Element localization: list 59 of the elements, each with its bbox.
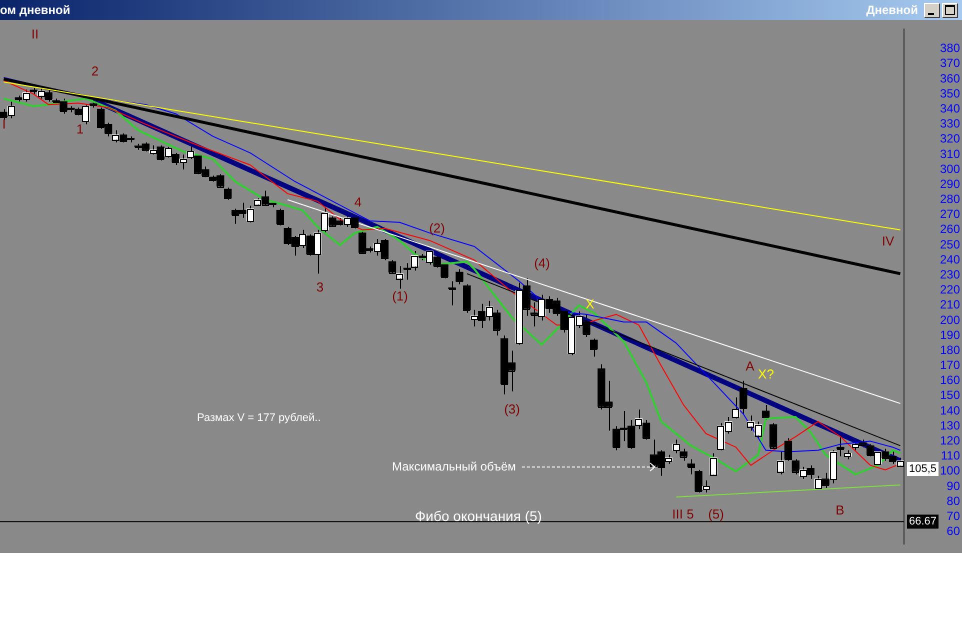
annotation: Фибо окончания (5) [415, 508, 542, 524]
y-tick-label: 290 [940, 176, 960, 191]
y-tick-label: 210 [940, 298, 960, 312]
ref-line-label: 66.67 [909, 516, 937, 528]
annotation: III 5 [672, 506, 694, 522]
y-tick-label: 310 [940, 146, 960, 161]
annotation: 2 [91, 64, 99, 79]
annotation: B [836, 502, 844, 518]
annotation: 1 [76, 122, 84, 137]
y-tick-label: 170 [940, 358, 960, 372]
annotation: (4) [534, 256, 550, 271]
y-tick-label: 240 [940, 252, 960, 266]
y-tick-label: 250 [940, 237, 960, 252]
y-tick-label: 280 [940, 192, 960, 206]
y-tick-label: 270 [940, 207, 960, 222]
chart-title: ом дневной [0, 3, 70, 17]
y-tick-label: 180 [940, 342, 960, 357]
y-tick-label: 60 [946, 524, 960, 538]
y-tick-label: 260 [940, 222, 960, 236]
y-tick-label: 110 [940, 448, 960, 463]
y-tick-label: 90 [946, 478, 960, 493]
y-tick-label: 360 [940, 71, 960, 86]
annotation: IV [882, 234, 894, 249]
annotation: 3 [316, 280, 324, 295]
candlestick [672, 439, 680, 454]
y-tick-label: 150 [940, 388, 960, 402]
y-tick-label: 160 [940, 373, 960, 388]
y-tick-label: 220 [940, 282, 960, 297]
y-tick-label: 350 [940, 86, 960, 100]
y-tick-label: 340 [940, 101, 960, 116]
y-tick-label: 330 [940, 116, 960, 131]
y-tick-label: 140 [940, 403, 960, 418]
annotation: A [746, 358, 755, 374]
y-tick-label: 80 [946, 494, 960, 508]
annotation: X [586, 296, 595, 312]
y-tick-label: 130 [940, 418, 960, 432]
y-tick-label: 320 [940, 132, 960, 146]
chart-subtitle: Дневной [866, 3, 918, 17]
annotation: X? [758, 366, 774, 382]
y-tick-label: 230 [940, 267, 960, 282]
text: 105,5 [909, 463, 937, 476]
y-tick-label: 380 [940, 41, 960, 56]
annotation: (2) [429, 220, 445, 236]
y-tick-label: 190 [940, 328, 960, 342]
y-tick-label: 70 [946, 508, 960, 523]
annotation: (1) [392, 288, 408, 304]
y-tick-label: 370 [940, 56, 960, 70]
annotation: Размах V = 177 рублей.. [197, 412, 321, 424]
candlestick [844, 450, 852, 460]
y-tick-label: 120 [940, 433, 960, 448]
y-tick-label: 300 [940, 162, 960, 176]
y-tick-label: 200 [940, 312, 960, 327]
annotation: I [2, 116, 6, 132]
annotation: 4 [354, 194, 362, 210]
annotation: II [31, 26, 39, 42]
y-tick-label: 100 [940, 464, 960, 478]
annotation: (3) [504, 402, 520, 417]
annotation: (5) [708, 506, 724, 522]
annotation: Максимальный объём [392, 459, 516, 474]
